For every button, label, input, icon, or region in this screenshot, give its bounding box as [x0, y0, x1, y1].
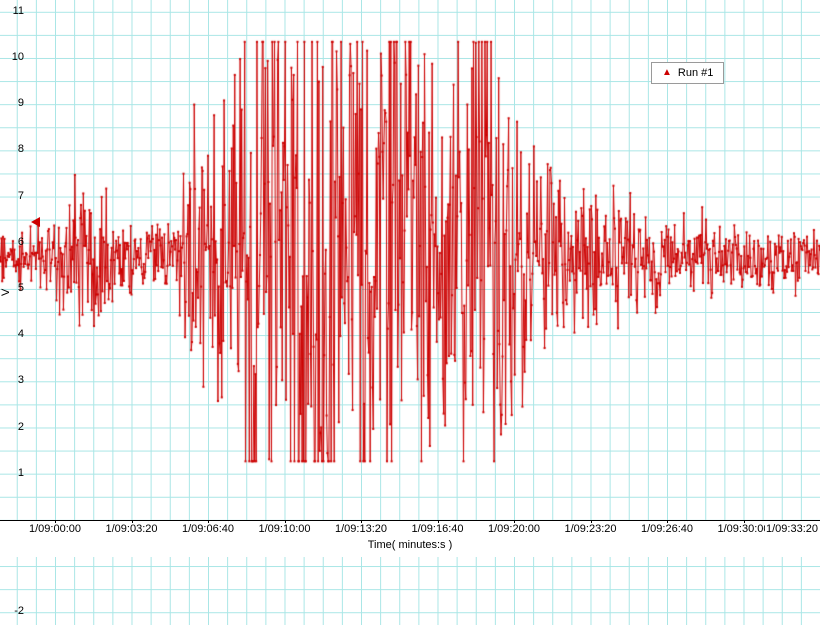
- x-axis-title[interactable]: Time( minutes:s ): [367, 539, 453, 551]
- y-cursor-icon[interactable]: [31, 217, 40, 227]
- legend-run-marker-icon: ▲: [662, 67, 672, 78]
- y-axis-label[interactable]: V: [0, 288, 12, 296]
- waveform-canvas[interactable]: [0, 0, 820, 521]
- legend[interactable]: ▲ Run #1: [651, 62, 725, 84]
- x-axis-line: [0, 520, 820, 521]
- legend-run-label: Run #1: [677, 67, 714, 79]
